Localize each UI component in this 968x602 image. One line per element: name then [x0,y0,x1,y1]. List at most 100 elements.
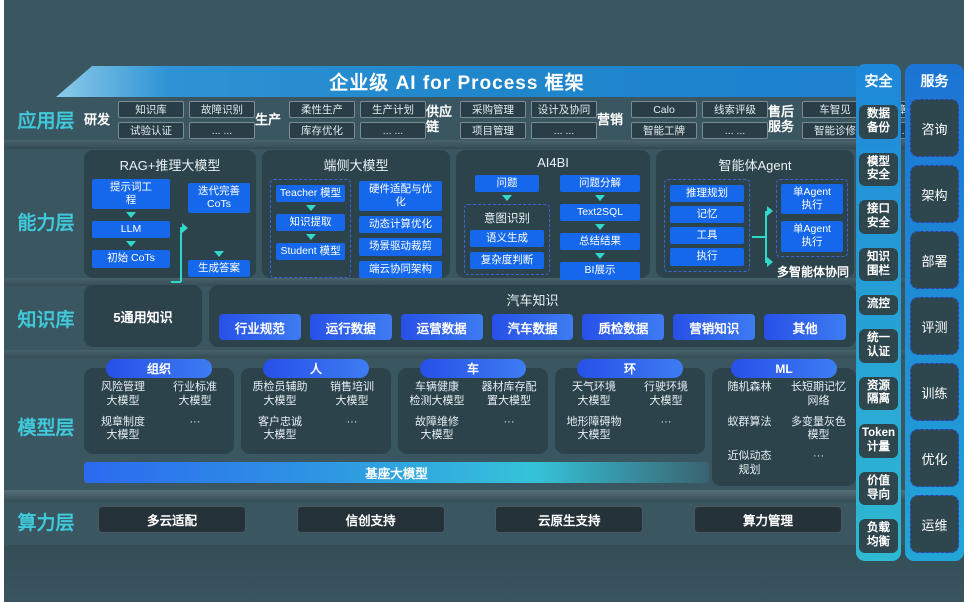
security-item: 资源 隔离 [859,376,898,411]
service-item: 训练 [910,363,959,421]
model-group-pill: ML [731,359,837,378]
app-chip: Calo [631,101,697,118]
app-chip: 设计及协同 [531,101,597,118]
flow-node: 推理规划 [670,185,744,203]
connector-line [765,211,767,263]
connector-line [180,227,182,282]
model-item: 质检员辅助 大模型 [252,381,308,407]
security-item: Token 计量 [859,424,898,458]
flow-node: BI展示 [560,262,640,280]
intent-group-title: 意图识别 [484,213,530,226]
arrow-down-icon [595,224,605,231]
app-group-label: 售后服务 [768,104,795,134]
security-item: 知识 围栏 [859,247,898,282]
model-group-person: 人 质检员辅助 大模型 销售培训 大模型客户忠诚 大模型 ··· [241,359,391,454]
app-chip: 采购管理 [460,101,526,118]
model-item: ··· [346,415,358,428]
app-chip: ... ... [702,122,768,139]
arrow-down-icon [214,250,224,257]
app-chip: 车智见 [802,101,868,118]
flow-node: Teacher 模型 [276,185,346,203]
app-chip: 线索评级 [702,101,768,118]
layer-label-capability: 能力层 [17,213,75,234]
security-item: 模型 安全 [859,152,898,187]
app-chip: 智能工牌 [631,122,697,139]
intent-group: 意图识别 语义生成 复杂度判断 [464,204,550,276]
model-group-pill: 车 [420,359,526,378]
flow-node: Text2SQL [560,204,640,222]
app-chip: 智能诊修 [802,122,868,139]
knowledge-layer-band: 5通用知识 汽车知识 行业规范 运行数据 运营数据 汽车数据 质检数据 营销知识 其他 [84,285,856,347]
service-item: 部署 [910,231,959,289]
page-title: 企业级 AI for Process 框架 [329,73,585,94]
arrow-down-icon [126,241,136,248]
flow-node: Student 模型 [276,243,346,261]
agent-module-group: 推理规划 记忆 工具 执行 [664,179,750,272]
capability-layer-band: RAG+推理大模型 提示词工 程 LLM 初始 CoTs 迭代完善 CoTs [84,150,856,283]
panel-title: 端侧大模型 [323,158,389,173]
flow-node: 初始 CoTs [92,250,170,268]
model-item: 风险管理 大模型 [101,381,145,407]
security-item: 统一 认证 [859,329,898,363]
app-group-label: 生产 [255,111,282,127]
arrow-down-icon [305,205,316,212]
model-item: ··· [813,450,824,462]
arrow-down-icon [126,212,136,219]
panel-edge-model: 端侧大模型 Teacher 模型 知识提取 Student 模型 硬件适配与优 … [262,150,450,278]
flow-node: 单Agent 执行 [781,184,843,215]
model-cell-grid: 车辆健康 检测大模型 器材库存配 置大模型 故障维修 大模型 ··· [401,381,545,443]
model-item: 天气环境 大模型 [572,381,616,407]
auto-knowledge-title: 汽车知识 [506,293,559,308]
flow-node: 记忆 [670,206,744,224]
app-chip: ... ... [189,122,255,139]
diagram-board: 企业级 AI for Process 框架 应用层 能力层 知识库 模型层 算力… [4,0,964,602]
flow-node: 生成答案 [188,259,250,277]
arrow-down-icon [595,253,605,260]
app-chip: 试验认证 [118,122,184,139]
app-chip: 生产计划 [360,101,426,118]
model-item: 地形障碍物 大模型 [566,415,622,442]
app-chip: ... ... [531,122,597,139]
app-chip: 项目管理 [460,122,526,139]
rag-flow-column: 提示词工 程 LLM 初始 CoTs [92,179,170,268]
flow-node: 迭代完善 CoTs [188,183,250,214]
model-group-pill: 人 [263,359,369,378]
security-item: 流控 [859,295,898,316]
app-group-supply-chain: 供应链 采购管理 设计及协同 项目管理 ... ... [426,101,597,139]
app-group-marketing: 营销 Calo 线索评级 智能工牌 ... ... [597,101,768,139]
connector-line [752,236,766,238]
app-chip-grid: 采购管理 设计及协同 项目管理 ... ... [460,101,597,139]
arrow-right-icon [767,206,773,216]
arrow-down-icon [502,195,512,202]
service-column-title: 服务 [920,73,949,89]
layer-divider [4,350,964,358]
model-group-vehicle: 车 车辆健康 检测大模型 器材库存配 置大模型 故障维修 大模型 ··· [398,359,548,454]
app-chip: 故障识别 [189,101,255,118]
arrow-right-icon [182,223,188,233]
model-item: 客户忠诚 大模型 [258,415,302,442]
service-item: 评测 [910,297,959,355]
compute-layer-band: 多云适配 信创支持 云原生支持 算力管理 [84,504,856,534]
panel-title: RAG+推理大模型 [119,158,221,173]
flow-node: 工具 [670,227,744,245]
layer-divider [4,545,964,602]
flow-node: 知识提取 [276,214,346,232]
model-item: 销售培训 大模型 [330,381,374,407]
model-cell-grid: 质检员辅助 大模型 销售培训 大模型客户忠诚 大模型 ··· [244,381,388,443]
flow-node: 复杂度判断 [470,252,544,270]
model-item: 行业标准 大模型 [173,381,217,407]
panel-title: 智能体Agent [718,158,792,173]
layer-divider [4,140,964,149]
layer-divider [4,490,964,502]
model-item: 多变量灰色 模型 [791,415,846,442]
app-chip: ... ... [360,122,426,139]
knowledge-pill: 其他 [764,314,847,340]
service-item: 运维 [910,495,959,553]
model-cell-grid: 天气环境 大模型 行驶环境 大模型 地形障碍物 大模型 ··· [558,381,702,443]
flow-node: LLM [92,221,170,239]
flow-node: 提示词工 程 [92,179,170,210]
application-layer-band: 研发 知识库 故障识别 试验认证 ... ... 生产 柔性生产 生产计划 库存优化...… [84,99,939,141]
compute-chip: 信创支持 [296,505,445,533]
app-chip-grid: Calo 线索评级 智能工牌 ... ... [631,101,768,139]
